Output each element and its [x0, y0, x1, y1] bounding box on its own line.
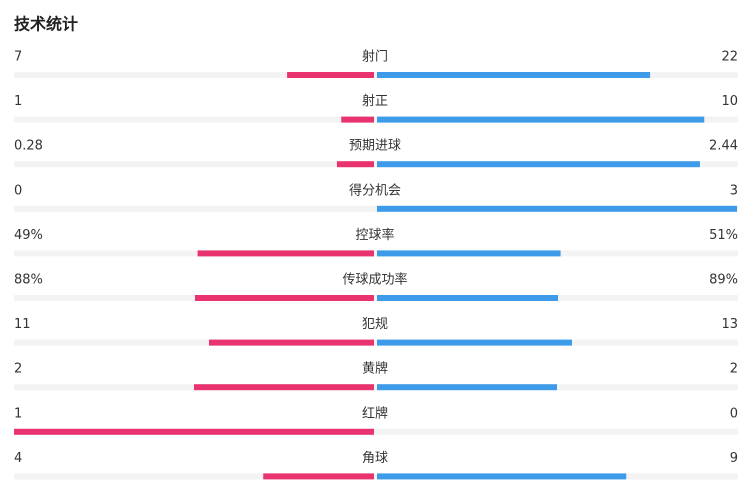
home-value: 7	[14, 50, 22, 65]
stat-label: 角球	[362, 451, 388, 466]
home-bar	[336, 161, 374, 168]
bar-track	[14, 116, 738, 123]
home-value: 49%	[14, 228, 43, 243]
away-value: 3	[730, 183, 738, 198]
stat-label: 犯规	[362, 317, 388, 332]
bar-track	[14, 295, 738, 301]
away-value: 2	[730, 362, 738, 377]
away-value: 10	[721, 94, 738, 109]
home-bar	[209, 339, 374, 346]
panel-title: 技术统计	[14, 15, 78, 34]
away-value: 0	[730, 406, 738, 421]
home-value: 2	[14, 362, 22, 377]
away-bar	[377, 250, 561, 257]
stat-label: 预期进球	[349, 139, 401, 154]
stat-label: 射门	[362, 49, 388, 65]
bar-track	[14, 205, 738, 212]
away-value: 2.44	[709, 139, 738, 154]
home-value: 0.28	[14, 139, 43, 154]
stat-label: 黄牌	[362, 361, 388, 377]
stat-label: 传球成功率	[342, 272, 407, 288]
away-bar	[377, 295, 559, 301]
bar-track	[14, 428, 738, 435]
away-value: 13	[721, 317, 738, 332]
away-value: 22	[721, 50, 738, 65]
home-value: 1	[14, 406, 22, 421]
away-bar	[377, 205, 737, 212]
away-bar	[377, 339, 572, 346]
home-bar	[14, 428, 374, 435]
bar-track	[14, 161, 738, 168]
bar-track	[14, 473, 738, 480]
home-bar	[195, 295, 374, 301]
stat-label: 控球率	[355, 227, 394, 243]
away-bar	[377, 473, 627, 480]
away-value: 51%	[709, 228, 738, 243]
home-value: 11	[14, 317, 31, 332]
home-bar	[341, 116, 374, 123]
away-value: 89%	[709, 273, 738, 288]
home-value: 88%	[14, 273, 43, 288]
home-value: 4	[14, 451, 22, 466]
home-bar	[263, 473, 374, 480]
bar-track	[14, 339, 738, 346]
away-value: 9	[730, 451, 738, 466]
bar-track	[14, 250, 738, 257]
home-bar	[194, 384, 374, 391]
home-value: 0	[14, 183, 22, 198]
away-bar	[377, 161, 700, 168]
away-bar	[377, 72, 651, 78]
bar-track	[14, 384, 738, 391]
away-bar	[377, 116, 705, 123]
home-value: 1	[14, 94, 22, 109]
stat-label: 得分机会	[349, 182, 401, 198]
bar-track	[14, 72, 738, 78]
stat-label: 射正	[362, 93, 388, 109]
away-bar	[377, 384, 557, 391]
stat-label: 红牌	[362, 405, 388, 421]
home-bar	[197, 250, 374, 257]
home-bar	[287, 72, 374, 78]
